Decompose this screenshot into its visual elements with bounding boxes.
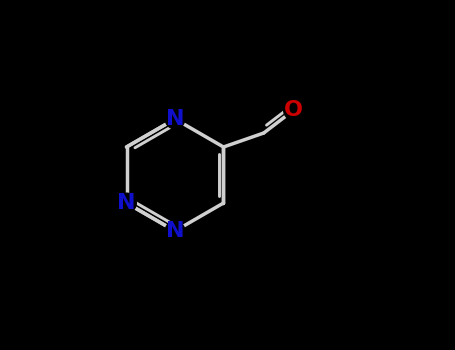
Text: N: N	[166, 221, 184, 241]
Text: N: N	[166, 109, 184, 129]
Circle shape	[165, 221, 185, 241]
Circle shape	[116, 193, 136, 213]
Text: N: N	[117, 193, 136, 213]
Text: O: O	[284, 100, 303, 120]
Circle shape	[284, 100, 303, 120]
Circle shape	[165, 109, 185, 129]
